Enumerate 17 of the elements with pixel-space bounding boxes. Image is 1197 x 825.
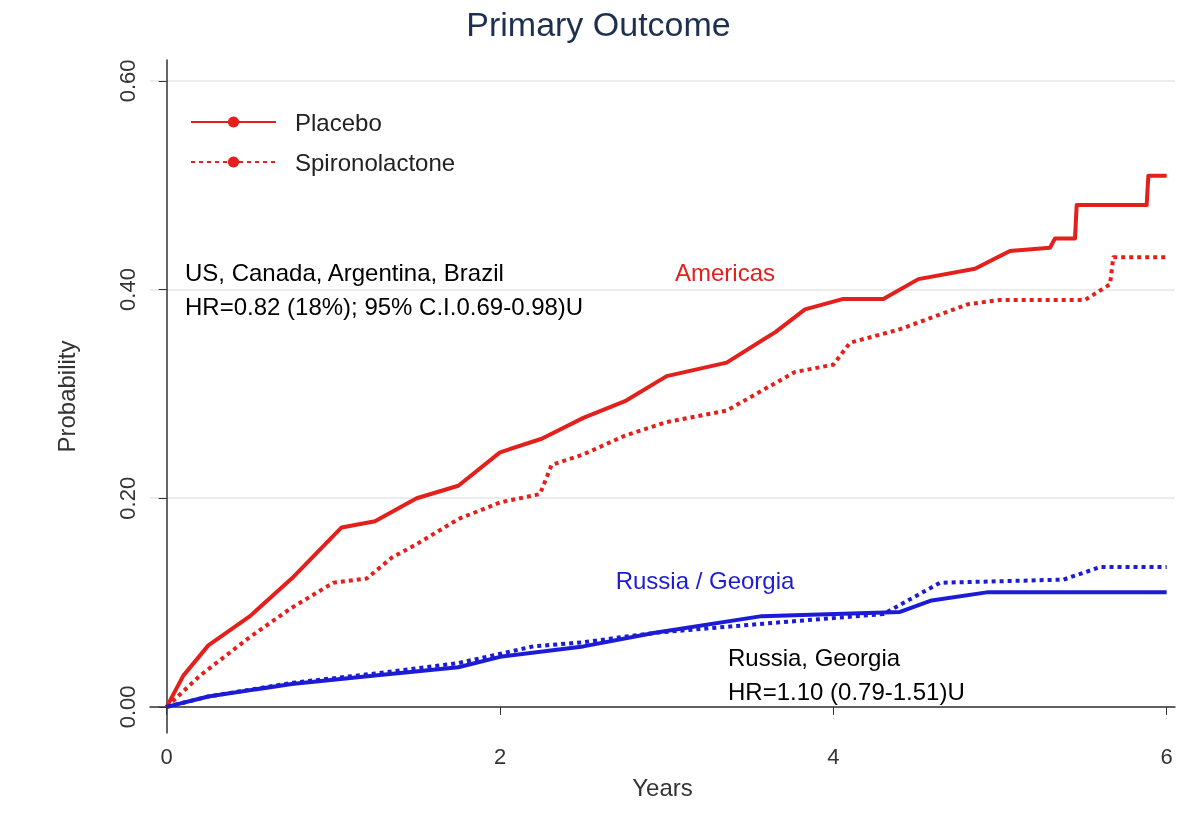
x-axis-title: Years	[632, 773, 693, 801]
y-tick-label: 0.40	[114, 268, 140, 311]
y-tick-label: 0.00	[114, 685, 140, 729]
legend-label: Placebo	[295, 108, 382, 136]
x-tick-label: 4	[827, 743, 840, 769]
x-tick-label: 0	[160, 743, 173, 769]
y-axis-title: Probability	[52, 340, 80, 453]
annotation: US, Canada, Argentina, Brazil HR=0.82 (18%); 95% C.I.0.69-0.98)U	[185, 258, 584, 320]
y-tick-label: 0.20	[114, 476, 140, 520]
x-tick-label: 6	[1160, 743, 1173, 769]
annotation: Americas	[674, 258, 776, 286]
legend-label: Spironolactone	[295, 148, 456, 176]
chart-title: Primary Outcome	[466, 5, 731, 43]
x-tick-label: 2	[493, 743, 507, 769]
annotation: Russia, Georgia HR=1.10 (0.79-1.51)U	[728, 643, 965, 705]
annotation: Russia / Georgia	[615, 566, 796, 594]
y-tick-label: 0.60	[114, 59, 140, 103]
